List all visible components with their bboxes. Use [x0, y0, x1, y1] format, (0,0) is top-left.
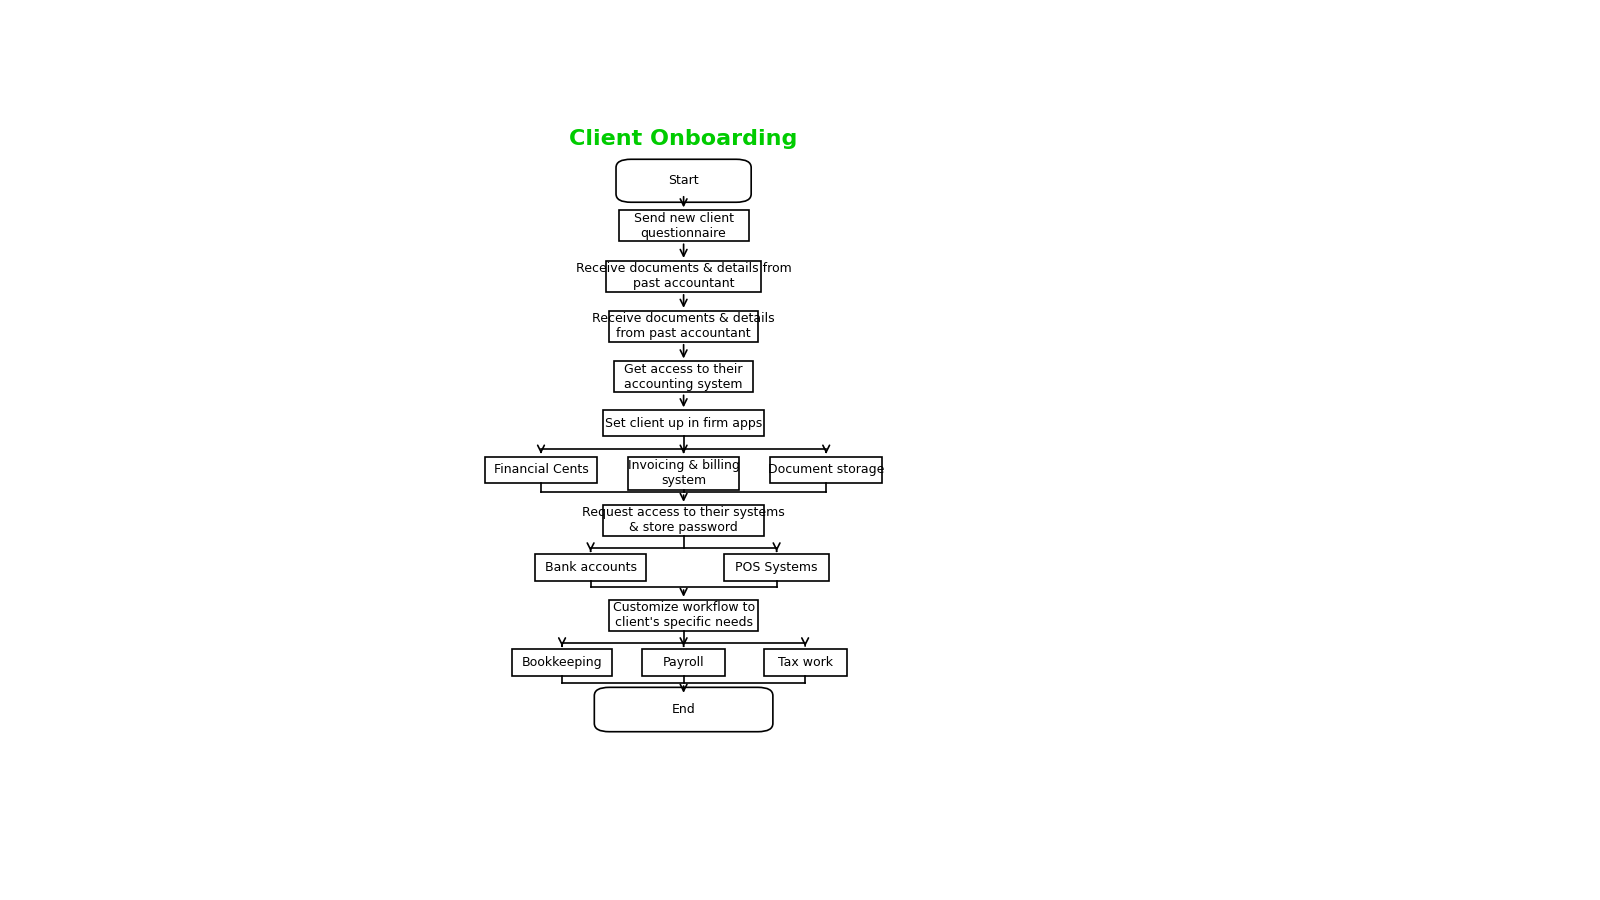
FancyBboxPatch shape — [485, 456, 597, 483]
Text: Client Onboarding: Client Onboarding — [570, 130, 798, 149]
FancyBboxPatch shape — [534, 554, 646, 580]
FancyBboxPatch shape — [616, 159, 750, 202]
Text: Financial Cents: Financial Cents — [494, 464, 589, 476]
FancyBboxPatch shape — [603, 505, 765, 536]
FancyBboxPatch shape — [614, 361, 754, 392]
Text: Bookkeeping: Bookkeeping — [522, 656, 602, 669]
Text: Set client up in firm apps: Set client up in firm apps — [605, 417, 762, 430]
FancyBboxPatch shape — [627, 456, 739, 490]
Text: Get access to their
accounting system: Get access to their accounting system — [624, 363, 742, 391]
FancyBboxPatch shape — [610, 310, 758, 342]
FancyBboxPatch shape — [512, 649, 611, 676]
FancyBboxPatch shape — [606, 261, 762, 292]
FancyBboxPatch shape — [642, 649, 725, 676]
Text: Document storage: Document storage — [768, 464, 885, 476]
FancyBboxPatch shape — [603, 410, 765, 436]
Text: End: End — [672, 703, 696, 716]
Text: Receive documents & details
from past accountant: Receive documents & details from past ac… — [592, 312, 774, 340]
FancyBboxPatch shape — [771, 456, 882, 483]
Text: Invoicing & billing
system: Invoicing & billing system — [627, 459, 739, 487]
Text: Payroll: Payroll — [662, 656, 704, 669]
FancyBboxPatch shape — [610, 599, 758, 631]
FancyBboxPatch shape — [619, 211, 749, 241]
Text: Tax work: Tax work — [778, 656, 832, 669]
Text: Customize workflow to
client's specific needs: Customize workflow to client's specific … — [613, 601, 755, 629]
Text: POS Systems: POS Systems — [736, 561, 818, 574]
FancyBboxPatch shape — [763, 649, 846, 676]
Text: Request access to their systems
& store password: Request access to their systems & store … — [582, 507, 786, 535]
Text: Receive documents & details from
past accountant: Receive documents & details from past ac… — [576, 263, 792, 291]
FancyBboxPatch shape — [723, 554, 829, 580]
Text: Bank accounts: Bank accounts — [544, 561, 637, 574]
FancyBboxPatch shape — [594, 688, 773, 732]
Text: Send new client
questionnaire: Send new client questionnaire — [634, 212, 733, 239]
Text: Start: Start — [669, 175, 699, 187]
